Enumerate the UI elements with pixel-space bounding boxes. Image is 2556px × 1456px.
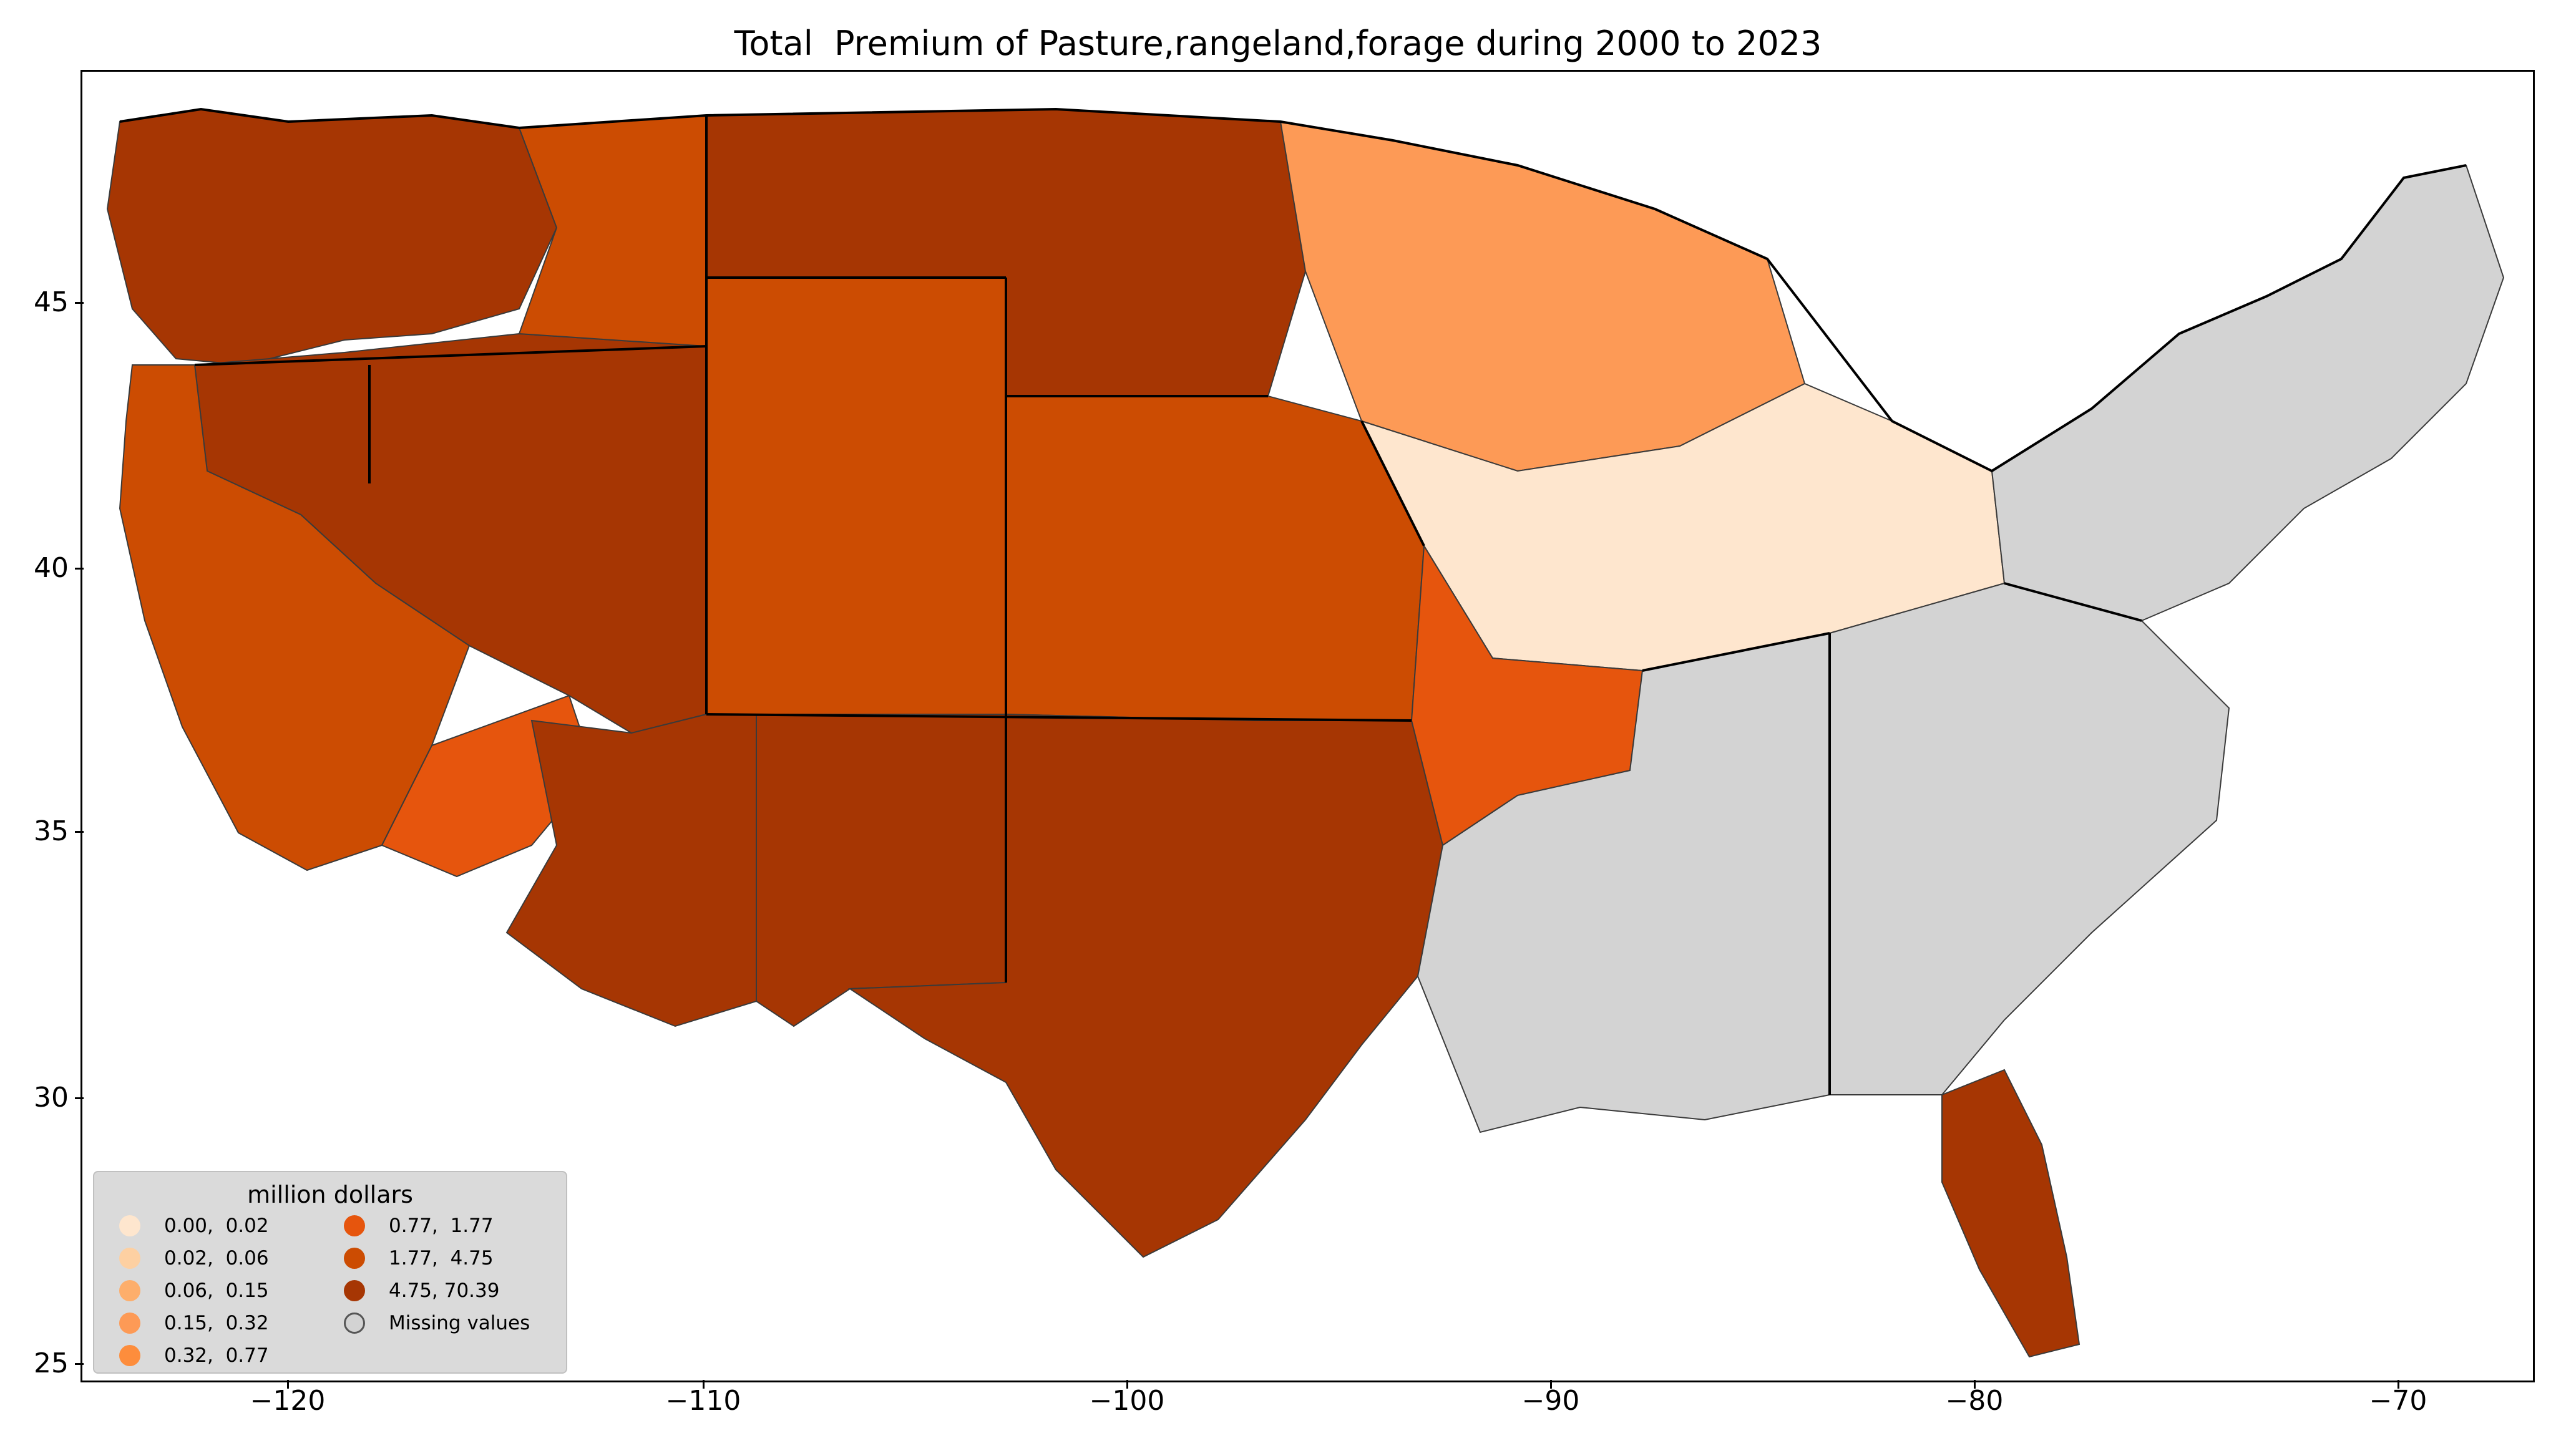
legend-label: 1.77, 4.75 xyxy=(389,1247,494,1269)
x-tick-label: −90 xyxy=(1488,1380,1613,1417)
x-tick-label: −110 xyxy=(641,1380,766,1417)
region-new-mexico xyxy=(756,714,1007,1027)
x-tick-label: −80 xyxy=(1912,1380,2037,1417)
legend-entry: 0.32, 0.77 xyxy=(119,1339,269,1372)
legend-label: Missing values xyxy=(389,1312,530,1334)
legend-swatch xyxy=(344,1248,365,1269)
state-border-line xyxy=(706,713,1412,722)
legend-entry: 0.06, 0.15 xyxy=(119,1274,269,1307)
legend-label: 0.02, 0.06 xyxy=(164,1247,269,1269)
y-tick-label: 30 xyxy=(12,1082,84,1114)
legend-label: 0.06, 0.15 xyxy=(164,1279,269,1302)
y-tick-label: 25 xyxy=(12,1348,84,1379)
region-layer xyxy=(106,108,2505,1358)
region-central-plains xyxy=(1005,396,1425,721)
legend-swatch xyxy=(119,1280,140,1301)
choropleth-map xyxy=(106,107,2505,1358)
legend-entry: 4.75, 70.39 xyxy=(344,1274,499,1307)
legend: million dollars 0.00, 0.02 0.02, 0.06 0.06… xyxy=(93,1171,567,1374)
legend-swatch xyxy=(344,1280,365,1301)
y-tick-label: 35 xyxy=(12,816,84,847)
state-border-line xyxy=(1642,632,1830,672)
legend-entry: 0.02, 0.06 xyxy=(119,1242,269,1274)
state-border-line xyxy=(1360,420,1425,546)
legend-title: million dollars xyxy=(247,1181,413,1208)
legend-label: 4.75, 70.39 xyxy=(389,1279,500,1302)
map-plot-area xyxy=(80,70,2535,1382)
x-tick-label: −100 xyxy=(1065,1380,1189,1417)
state-border-line xyxy=(119,107,2467,473)
y-tick-label: 40 xyxy=(12,553,84,584)
legend-entry: 0.00, 0.02 xyxy=(119,1210,269,1242)
legend-label: 0.15, 0.32 xyxy=(164,1312,269,1334)
legend-swatch xyxy=(119,1248,140,1269)
region-southeast xyxy=(1417,582,2230,1133)
legend-entry: 0.15, 0.32 xyxy=(119,1307,269,1339)
region-arizona xyxy=(505,714,757,1027)
x-tick-label: −120 xyxy=(225,1380,350,1417)
legend-label: 0.32, 0.77 xyxy=(164,1344,269,1367)
region-pacific-northwest xyxy=(106,108,558,366)
legend-swatch xyxy=(119,1313,140,1334)
state-border-line xyxy=(2004,582,2142,622)
legend-swatch xyxy=(119,1345,140,1366)
legend-entry: 1.77, 4.75 xyxy=(344,1242,494,1274)
region-florida xyxy=(1941,1069,2080,1358)
legend-swatch xyxy=(119,1215,140,1236)
x-tick-label: −70 xyxy=(2336,1380,2461,1417)
legend-entry: Missing values xyxy=(344,1307,530,1339)
region-northeast xyxy=(1991,164,2505,622)
legend-label: 0.00, 0.02 xyxy=(164,1215,269,1237)
region-colorado-plateau xyxy=(706,277,1007,715)
y-tick-label: 45 xyxy=(12,287,84,318)
state-border-line xyxy=(194,345,707,366)
legend-label: 0.77, 1.77 xyxy=(389,1215,494,1237)
legend-entry: 0.77, 1.77 xyxy=(344,1210,494,1242)
legend-swatch xyxy=(344,1313,365,1334)
state-borders xyxy=(119,107,2467,1095)
chart-title: Total Premium of Pasture,rangeland,forag… xyxy=(734,24,1822,63)
legend-swatch xyxy=(344,1215,365,1236)
